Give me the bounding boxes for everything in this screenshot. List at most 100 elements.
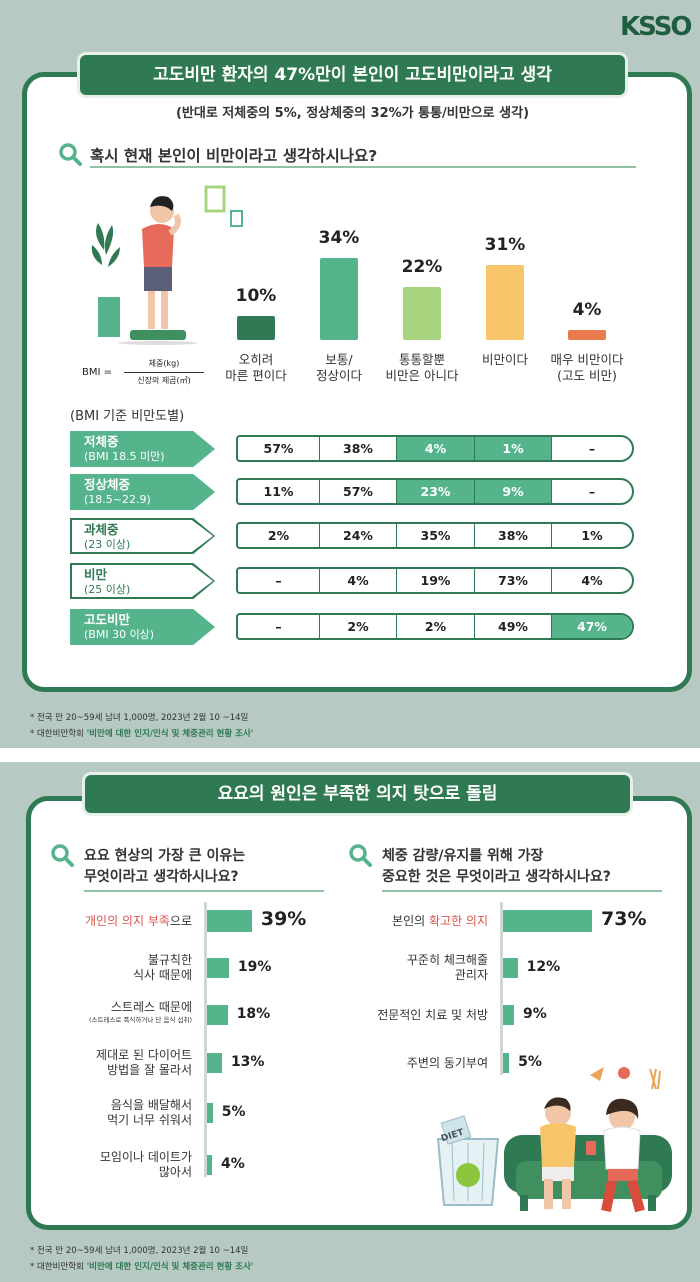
yoyo-reason-label: 불규칙한 식사 때문에 bbox=[42, 953, 192, 983]
bmi-group-cell: 49% bbox=[475, 615, 552, 638]
bmi-group-cell: 1% bbox=[475, 437, 552, 460]
yoyo-reason-label-line: 스트레스 때문에 bbox=[110, 1000, 192, 1014]
question-1: 혹시 현재 본인이 비만이라고 생각하시나요? bbox=[90, 147, 378, 165]
yoyo-reason-value: 39% bbox=[260, 908, 307, 930]
yoyo-reason-axis bbox=[204, 902, 207, 1177]
management-factor-axis bbox=[500, 902, 503, 1075]
bmi-group-cell: 35% bbox=[397, 524, 475, 547]
yoyo-reason-label-line: 제대로 된 다이어트 bbox=[96, 1048, 192, 1062]
yoyo-reason-label-line: 방법을 잘 몰라서 bbox=[107, 1063, 192, 1077]
perception-bar-value: 4% bbox=[572, 300, 602, 321]
yoyo-reason-label-line: 음식을 배달해서 bbox=[110, 1098, 192, 1112]
perception-category-label: 오히려 마른 편이다 bbox=[225, 352, 287, 383]
bmi-group-cell: 38% bbox=[475, 524, 552, 547]
yoyo-reason-bar bbox=[207, 910, 252, 932]
bmi-group-cell: 24% bbox=[320, 524, 397, 547]
perception-bar bbox=[568, 330, 606, 340]
management-factor-value: 5% bbox=[518, 1054, 542, 1070]
bmi-group-range: (BMI 30 이상) bbox=[84, 628, 155, 641]
yoyo-reason-bar bbox=[207, 1155, 212, 1175]
bmi-group-label-inner: 과체중 (23 이상) bbox=[72, 520, 213, 552]
bmi-group-name: 비만 bbox=[84, 567, 108, 582]
bmi-group-cell: – bbox=[238, 615, 320, 638]
question-2: 요요 현상의 가장 큰 이유는 무엇이라고 생각하시나요? bbox=[84, 846, 245, 888]
bmi-group-cell: 2% bbox=[238, 524, 320, 547]
bmi-group-row: 2% 24% 35% 38% 1% bbox=[236, 522, 634, 549]
perception-bar-value: 31% bbox=[484, 235, 526, 256]
question-3: 체중 감량/유지를 위해 가장 중요한 것은 무엇이라고 생각하시나요? bbox=[382, 846, 611, 888]
bmi-group-label: 정상체중 (18.5~22.9) bbox=[70, 474, 215, 510]
management-factor-bar bbox=[503, 1053, 510, 1073]
perception-bar-value: 34% bbox=[318, 228, 360, 248]
management-factor-label-text: 본인의 bbox=[392, 913, 429, 928]
bmi-group-cell: 4% bbox=[397, 437, 475, 460]
bmi-group-cell: 57% bbox=[238, 437, 320, 460]
bmi-group-label: 고도비만 (BMI 30 이상) bbox=[70, 609, 215, 645]
management-factor-value: 12% bbox=[526, 959, 561, 975]
yoyo-reason-bar bbox=[207, 958, 229, 978]
bmi-group-cell: 23% bbox=[397, 480, 475, 503]
management-factor-value: 73% bbox=[601, 908, 647, 930]
bmi-group-cell: 57% bbox=[320, 480, 397, 503]
perception-category-label: 비만이다 bbox=[481, 352, 528, 367]
yoyo-reason-value: 4% bbox=[221, 1156, 245, 1172]
bmi-group-cell: 47% bbox=[552, 615, 632, 638]
bmi-numerator: 체중(kg) bbox=[148, 359, 180, 368]
yoyo-reason-label: 음식을 배달해서 먹기 너무 쉬워서 bbox=[42, 1098, 192, 1128]
footnote-1a: * 전국 만 20~59세 남녀 1,000명, 2023년 2월 10 ~14… bbox=[30, 713, 249, 723]
management-factor-label-line: 관리자 bbox=[454, 968, 488, 982]
yoyo-reason-value: 5% bbox=[221, 1104, 246, 1120]
management-factor-bar bbox=[503, 910, 593, 932]
bmi-group-row: 11% 57% 23% 9% – bbox=[236, 478, 634, 505]
section-divider bbox=[0, 748, 700, 762]
yoyo-reason-label-line: 모임이나 데이트가 bbox=[99, 1150, 192, 1164]
yoyo-reason-value: 18% bbox=[236, 1006, 271, 1022]
bmi-group-row: –2% 2% 49% 47% bbox=[236, 613, 634, 640]
bmi-group-range: (BMI 18.5 미만) bbox=[84, 450, 165, 463]
yoyo-reason-value: 13% bbox=[230, 1054, 265, 1070]
perception-bar-value: 10% bbox=[235, 285, 277, 306]
question-3-underline bbox=[382, 890, 662, 892]
bmi-group-cell: – bbox=[238, 569, 320, 592]
yoyo-reason-label-line: 많아서 bbox=[158, 1165, 192, 1179]
management-factor-label: 본인의 확고한 의지 bbox=[338, 914, 488, 929]
yoyo-reason-label-line: 불규칙한 bbox=[147, 953, 192, 967]
bmi-label: BMI = bbox=[82, 367, 112, 378]
management-factor-value: 9% bbox=[522, 1006, 547, 1022]
bmi-group-name: 저체중 bbox=[84, 434, 119, 449]
bmi-group-range: (25 이상) bbox=[84, 583, 131, 596]
question-2-line2: 무엇이라고 생각하시나요? bbox=[84, 869, 239, 885]
section1-title: 고도비만 환자의 47%만이 본인이 고도비만이라고 생각 bbox=[80, 55, 625, 95]
management-factor-label-line: 전문적인 치료 및 처방 bbox=[377, 1007, 488, 1022]
question-2-underline bbox=[84, 890, 324, 892]
bmi-group-range: (23 이상) bbox=[84, 538, 131, 551]
question-underline bbox=[90, 166, 636, 168]
section2-title: 요요의 원인은 부족한 의지 탓으로 돌림 bbox=[85, 775, 630, 813]
yoyo-reason-label-line: 식사 때문에 bbox=[132, 968, 192, 982]
yoyo-reason-bar bbox=[207, 1053, 222, 1073]
yoyo-reason-value: 19% bbox=[237, 959, 272, 975]
perception-bar bbox=[403, 286, 441, 340]
footnote-1b: * 대한비만학회 '비만에 대한 인지/인식 및 체중관리 현황 조사' bbox=[30, 727, 253, 739]
footnote-1b-prefix: * 대한비만학회 bbox=[30, 729, 87, 739]
perception-bar bbox=[237, 315, 275, 340]
bmi-group-row: –4% 19% 73% 4% bbox=[236, 567, 634, 594]
person-on-scale-illustration bbox=[91, 185, 243, 345]
management-factor-label: 꾸준히 체크해줄 관리자 bbox=[338, 953, 488, 983]
bmi-group-cell: 9% bbox=[475, 480, 552, 503]
yoyo-reason-label-note: (스트레스로 폭식하거나 단 음식 섭취) bbox=[88, 1016, 192, 1024]
management-factor-label: 주변의 동기부여 bbox=[338, 1056, 488, 1071]
bmi-group-cell: – bbox=[588, 484, 596, 499]
management-factor-label-line: 꾸준히 체크해줄 bbox=[406, 953, 488, 967]
management-factor-label: 전문적인 치료 및 처방 bbox=[338, 1008, 488, 1023]
perception-bar bbox=[486, 265, 524, 340]
bmi-formula: BMI = 체중(kg) 신장의 제곱(㎡) bbox=[82, 358, 212, 388]
yoyo-reason-label-line: 먹기 너무 쉬워서 bbox=[107, 1113, 192, 1127]
search-icon bbox=[59, 143, 82, 166]
bmi-group-cell: 4% bbox=[320, 569, 397, 592]
footnote-2b-prefix: * 대한비만학회 bbox=[30, 1262, 87, 1272]
bmi-group-name: 정상체중 bbox=[84, 477, 131, 492]
bmi-group-caption: (BMI 기준 비만도별) bbox=[70, 409, 185, 424]
perception-bar bbox=[320, 258, 358, 340]
logo-text: KSSO bbox=[620, 12, 693, 42]
